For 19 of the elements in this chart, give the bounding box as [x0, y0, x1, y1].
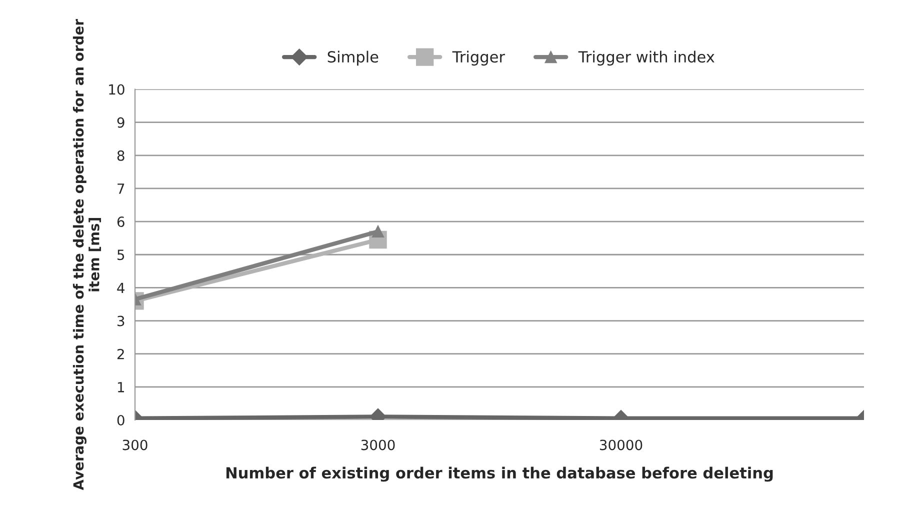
- y-tick-label: 4: [117, 282, 124, 293]
- legend-label: Trigger: [452, 50, 506, 66]
- legend-label: Trigger with index: [578, 50, 714, 66]
- y-tick-label: 6: [117, 216, 124, 228]
- y-tick-label: 2: [117, 348, 124, 360]
- x-tick-label: 300: [122, 440, 148, 450]
- legend-label: Simple: [328, 50, 378, 66]
- y-tick-label: 9: [117, 117, 124, 128]
- y-tick-label: 7: [118, 184, 124, 194]
- y-tick-label: 3: [118, 316, 124, 326]
- y-tick-label: 8: [117, 150, 124, 161]
- y-tick-label: 1: [118, 382, 124, 392]
- y-axis-title: Average execution time of the delete operation for an order item [ms]: [72, 19, 101, 490]
- x-tick-label: 30000: [600, 440, 642, 450]
- x-axis-title: Number of existing order items in the database before deleting: [226, 466, 773, 482]
- x-tick-label: 3000: [361, 440, 395, 450]
- y-tick-label: 0: [117, 414, 124, 426]
- y-tick-label: 5: [118, 250, 124, 260]
- y-tick-label: 10: [109, 84, 124, 95]
